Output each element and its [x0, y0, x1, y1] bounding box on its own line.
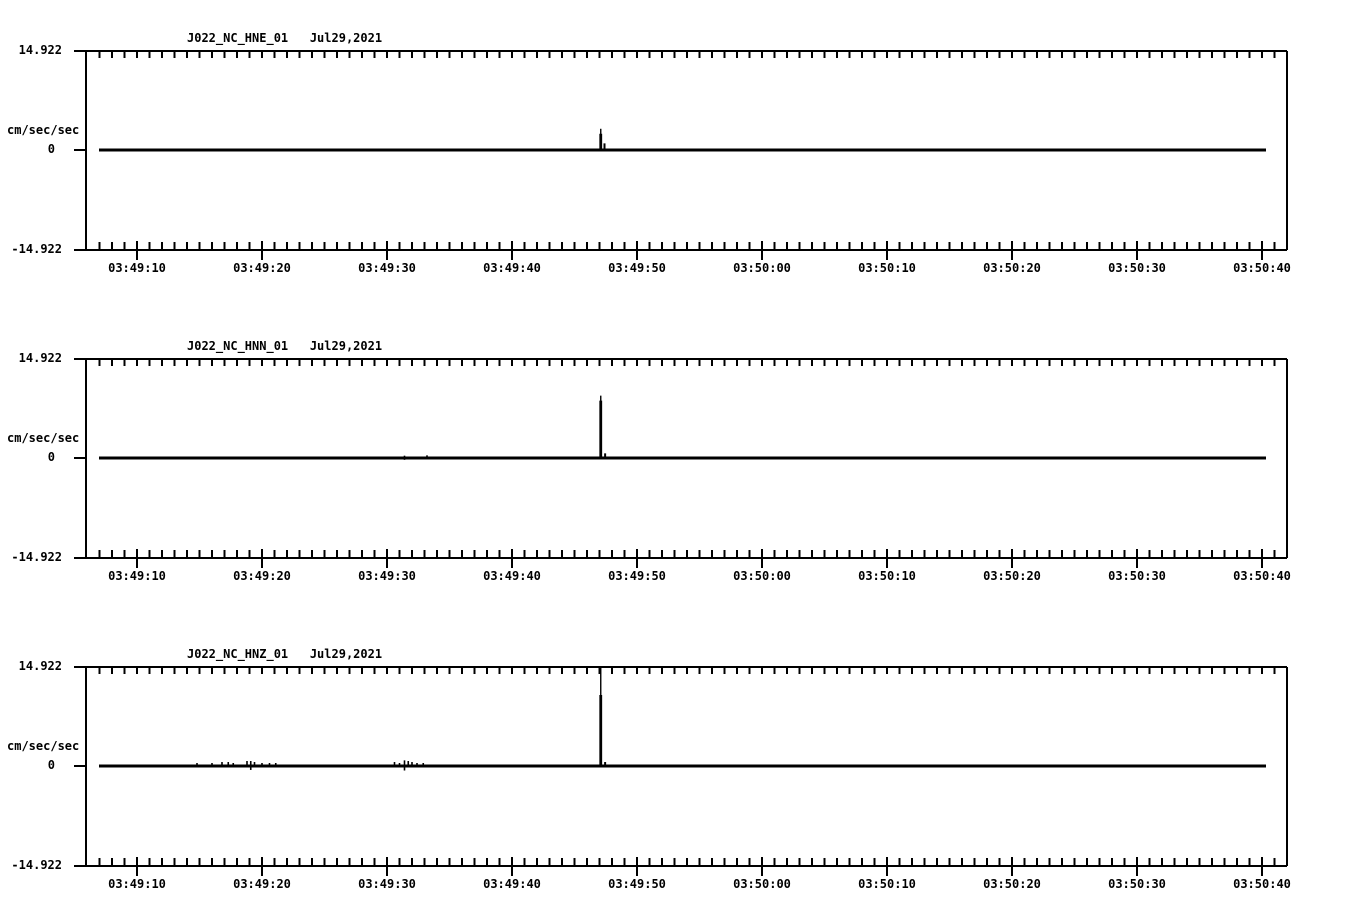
x-major-ticks [136, 857, 1263, 876]
y-axis-unit-label: cm/sec/sec [7, 431, 80, 445]
x-tick-label: 03:49:20 [233, 261, 291, 275]
trace-noise-marks [403, 455, 428, 460]
x-tick-label: 03:49:10 [108, 261, 166, 275]
waveform-plot [74, 666, 1288, 876]
y-axis-zero-label: 0 [47, 142, 55, 156]
waveform-plot [74, 50, 1288, 260]
x-tick-label: 03:49:20 [233, 569, 291, 583]
panel-title: J022_NC_HNZ_01 Jul29,2021 [187, 647, 383, 661]
y-axis-ticks [74, 50, 86, 251]
x-major-ticks [136, 549, 1263, 568]
x-tick-label: 03:50:20 [983, 877, 1041, 891]
y-axis-zero-label: 0 [47, 450, 55, 464]
x-tick-label: 03:49:30 [358, 877, 416, 891]
y-axis-unit-label: cm/sec/sec [7, 123, 80, 137]
x-minor-ticks-top [98, 668, 1276, 674]
x-tick-label: 03:50:30 [1108, 261, 1166, 275]
x-tick-label: 03:50:40 [1233, 261, 1291, 275]
seismogram-panel-hne: J022_NC_HNE_01 Jul29,2021 14.922 cm/sec/… [0, 0, 1358, 308]
x-tick-label: 03:50:30 [1108, 569, 1166, 583]
x-tick-label: 03:50:20 [983, 569, 1041, 583]
x-tick-label: 03:50:00 [733, 569, 791, 583]
x-major-ticks [136, 241, 1263, 260]
y-axis-min-label: -14.922 [11, 242, 62, 256]
x-minor-ticks-top [98, 52, 1276, 58]
y-axis-min-label: -14.922 [11, 858, 62, 872]
x-tick-label: 03:49:50 [608, 877, 666, 891]
y-axis-max-label: 14.922 [18, 43, 62, 57]
x-tick-label: 03:50:40 [1233, 569, 1291, 583]
x-tick-label: 03:49:20 [233, 877, 291, 891]
x-tick-label: 03:50:10 [858, 261, 916, 275]
x-tick-label: 03:49:50 [608, 261, 666, 275]
seismogram-panel-hnn: J022_NC_HNN_01 Jul29,2021 14.922 cm/sec/… [0, 308, 1358, 616]
y-axis-max-label: 14.922 [18, 659, 62, 673]
x-minor-ticks-bottom [98, 858, 1276, 865]
x-tick-label: 03:49:40 [483, 569, 541, 583]
x-tick-label: 03:49:30 [358, 261, 416, 275]
x-tick-label: 03:50:10 [858, 877, 916, 891]
x-minor-ticks-bottom [98, 550, 1276, 557]
x-tick-label: 03:50:20 [983, 261, 1041, 275]
x-tick-label: 03:50:10 [858, 569, 916, 583]
x-minor-ticks-top [98, 360, 1276, 366]
x-tick-label: 03:49:40 [483, 261, 541, 275]
x-tick-label: 03:49:30 [358, 569, 416, 583]
seismogram-panel-hnz: J022_NC_HNZ_01 Jul29,2021 14.922 cm/sec/… [0, 616, 1358, 924]
y-axis-zero-label: 0 [47, 758, 55, 772]
panel-title: J022_NC_HNE_01 Jul29,2021 [187, 31, 383, 45]
x-tick-label: 03:50:00 [733, 261, 791, 275]
x-tick-label: 03:50:40 [1233, 877, 1291, 891]
y-axis-min-label: -14.922 [11, 550, 62, 564]
x-tick-label: 03:49:10 [108, 877, 166, 891]
y-axis-max-label: 14.922 [18, 351, 62, 365]
y-axis-ticks [74, 666, 86, 867]
x-tick-label: 03:49:40 [483, 877, 541, 891]
trace-noise-marks [196, 760, 425, 771]
plot-frame [85, 358, 1288, 559]
x-minor-ticks-bottom [98, 242, 1276, 249]
x-tick-label: 03:49:50 [608, 569, 666, 583]
panel-title: J022_NC_HNN_01 Jul29,2021 [187, 339, 383, 353]
y-axis-ticks [74, 358, 86, 559]
waveform-plot [74, 358, 1288, 568]
plot-frame [85, 666, 1288, 867]
x-tick-label: 03:49:10 [108, 569, 166, 583]
y-axis-unit-label: cm/sec/sec [7, 739, 80, 753]
x-tick-label: 03:50:00 [733, 877, 791, 891]
x-tick-label: 03:50:30 [1108, 877, 1166, 891]
